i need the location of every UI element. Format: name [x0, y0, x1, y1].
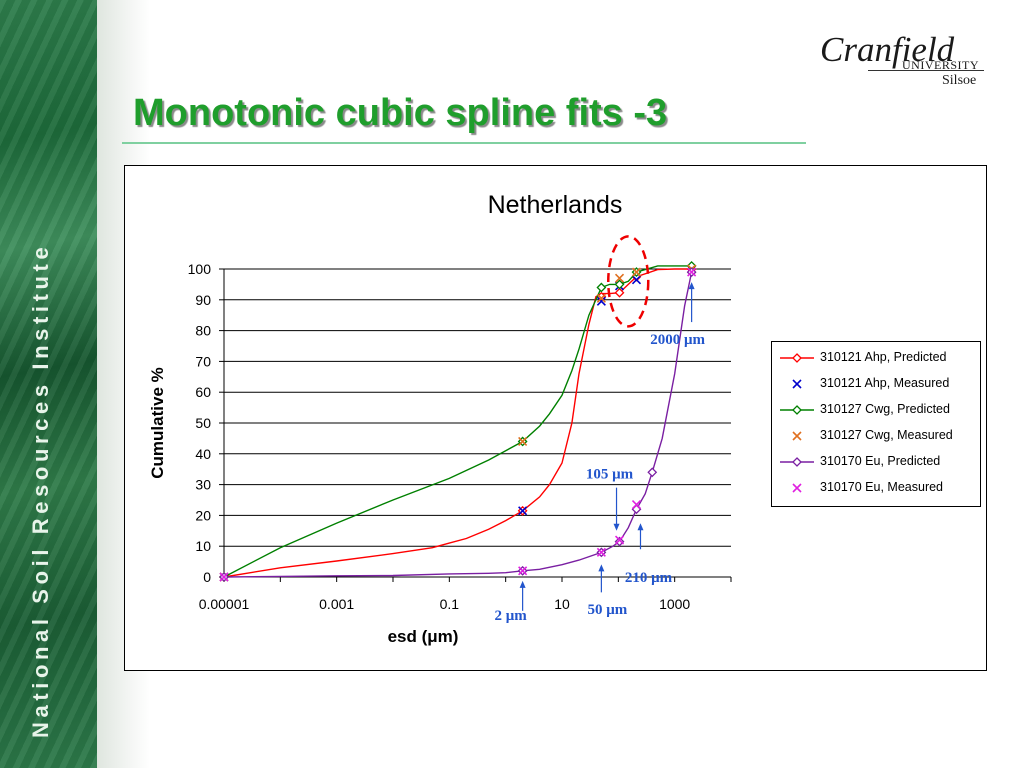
legend-marker [792, 379, 802, 389]
logo-university-text: UNIVERSITY [902, 58, 979, 72]
series-6-point [631, 500, 642, 510]
title-divider [122, 142, 806, 144]
legend-item: 310170 Eu, Predicted [772, 452, 980, 472]
y-tick-label: 60 [195, 384, 211, 400]
y-axis-label: Cumulative % [148, 367, 167, 478]
series-4-point [518, 436, 528, 447]
annotation-50-arrow-head [598, 564, 605, 572]
legend-marker [792, 457, 802, 467]
annotation-label: 2 μm [494, 608, 527, 624]
series-6-point [518, 566, 528, 576]
y-tick-label: 20 [195, 507, 211, 523]
series-1-line [223, 268, 692, 578]
legend-label: 310170 Eu, Measured [820, 480, 944, 494]
series-3-point [596, 282, 607, 293]
series-1-point [614, 287, 625, 298]
side-banner [0, 0, 97, 768]
legend-label: 310127 Cwg, Predicted [820, 402, 950, 416]
annotation-label: 50 μm [588, 602, 628, 618]
series-5-point [647, 467, 658, 478]
chart-title: Netherlands [488, 191, 623, 219]
series-4-point [614, 273, 625, 283]
series-2-point [596, 296, 606, 306]
legend-label: 310127 Cwg, Measured [820, 428, 953, 442]
legend-marker [792, 431, 802, 441]
series-5-point [614, 536, 625, 547]
annotation-label: 2000 μm [650, 332, 705, 348]
annotation-2-arrow-head [519, 580, 526, 588]
legend-swatch [780, 353, 814, 363]
series-2-point [631, 275, 642, 285]
series-5-line [223, 271, 693, 578]
legend-swatch [792, 379, 802, 389]
logo-main-text: Cranfield [820, 30, 955, 69]
legend-label: 310170 Eu, Predicted [820, 454, 941, 468]
y-tick-label: 30 [195, 477, 211, 493]
chart-legend: 310121 Ahp, Predicted 310121 Ahp, Measure… [771, 341, 981, 507]
x-axis-label: esd (μm) [388, 627, 459, 646]
annotation-105-arrow-head [613, 523, 620, 531]
x-tick-label: 10 [554, 596, 570, 612]
series-6-point [687, 267, 697, 277]
legend-marker [792, 405, 802, 415]
annotation-label: 105 μm [586, 466, 634, 482]
legend-marker [792, 353, 802, 363]
y-tick-label: 40 [195, 446, 211, 462]
series-4-point [631, 267, 642, 277]
slide-title: Monotonic cubic spline fits -3 [133, 92, 668, 134]
annotation-210-arrow-head [637, 523, 644, 531]
y-tick-label: 90 [195, 292, 211, 308]
y-tick-label: 10 [195, 538, 211, 554]
legend-swatch [792, 431, 802, 441]
legend-item: 310121 Ahp, Measured [772, 374, 980, 394]
x-tick-label: 0.1 [440, 596, 460, 612]
legend-item: 310121 Ahp, Predicted [772, 348, 980, 368]
legend-item: 310127 Cwg, Measured [772, 426, 980, 446]
legend-item: 310170 Eu, Measured [772, 478, 980, 498]
logo-campus-text: Silsoe [942, 73, 977, 88]
series-6-point [614, 535, 625, 545]
y-tick-label: 100 [188, 261, 212, 277]
legend-label: 310121 Ahp, Measured [820, 376, 950, 390]
legend-marker [792, 483, 802, 493]
y-tick-label: 80 [195, 323, 211, 339]
series-3-line [223, 265, 692, 578]
legend-swatch [792, 483, 802, 493]
series-6-point [219, 572, 229, 582]
x-tick-label: 1000 [659, 596, 690, 612]
university-logo: Cranfield UNIVERSITY Silsoe [818, 30, 986, 94]
x-tick-label: 0.00001 [199, 596, 250, 612]
y-tick-label: 70 [195, 353, 211, 369]
logo-rule [868, 70, 984, 71]
side-banner-text: National Soil Resources Institute [28, 242, 53, 738]
series-6-point [596, 547, 606, 557]
x-tick-label: 0.001 [319, 596, 354, 612]
legend-item: 310127 Cwg, Predicted [772, 400, 980, 420]
highlight-ellipse [607, 235, 650, 328]
series-3-point [614, 279, 625, 290]
y-tick-label: 50 [195, 415, 211, 431]
series-4-point [596, 293, 606, 303]
series-2-point [518, 506, 528, 516]
legend-swatch [780, 457, 814, 467]
y-tick-label: 0 [203, 569, 211, 585]
legend-label: 310121 Ahp, Predicted [820, 350, 947, 364]
legend-swatch [780, 405, 814, 415]
annotation-2000-arrow-head [688, 282, 695, 290]
chart-svg: Netherlands 0 10 20 30 40 50 60 70 80 90 100 0.00001… [148, 191, 732, 646]
chart-frame: Netherlands 0 10 20 30 40 50 60 70 80 90 100 0.00001… [124, 165, 987, 671]
annotation-label: 210 μm [625, 570, 673, 586]
